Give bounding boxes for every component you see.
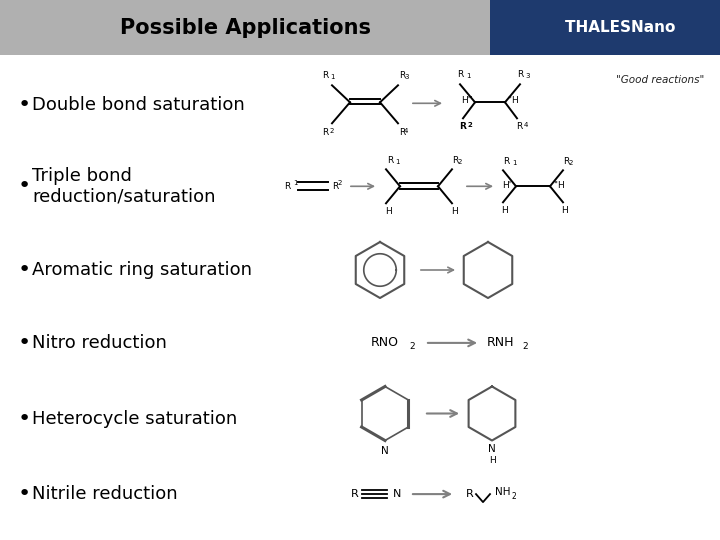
Text: 3: 3 xyxy=(404,75,408,80)
Text: Double bond saturation: Double bond saturation xyxy=(32,96,245,114)
Text: 2: 2 xyxy=(512,491,517,501)
Text: R: R xyxy=(351,489,359,499)
Text: 4: 4 xyxy=(404,129,408,134)
Text: 2: 2 xyxy=(458,159,462,165)
Text: N: N xyxy=(488,444,496,455)
Text: •: • xyxy=(18,260,31,280)
Text: R: R xyxy=(452,156,458,165)
Text: NH: NH xyxy=(495,487,510,497)
Text: R: R xyxy=(332,182,338,191)
Bar xyxy=(0,0,490,55)
Text: RNH: RNH xyxy=(486,336,514,349)
Text: R: R xyxy=(466,489,474,499)
Text: Heterocycle saturation: Heterocycle saturation xyxy=(32,409,238,428)
Text: 2: 2 xyxy=(409,342,415,352)
Text: R: R xyxy=(399,129,405,137)
Text: R: R xyxy=(563,157,570,166)
Text: 4: 4 xyxy=(524,122,528,129)
Text: H'': H'' xyxy=(503,181,514,190)
Text: N: N xyxy=(393,489,401,499)
Text: R: R xyxy=(322,71,328,80)
Text: R: R xyxy=(516,122,522,131)
Text: 2: 2 xyxy=(338,180,343,186)
Text: 2: 2 xyxy=(569,160,573,166)
Text: H: H xyxy=(562,206,568,215)
Text: ''H: ''H xyxy=(507,96,518,105)
Text: 3: 3 xyxy=(525,73,529,79)
Text: 2: 2 xyxy=(468,122,473,129)
Text: R: R xyxy=(399,71,405,80)
Text: THALES​Nano: THALES​Nano xyxy=(564,20,675,35)
Text: R: R xyxy=(284,182,290,191)
Text: H: H xyxy=(502,206,508,215)
Text: 1: 1 xyxy=(293,180,297,186)
Text: R: R xyxy=(457,70,463,79)
Text: •: • xyxy=(18,333,31,353)
Text: Nitrile reduction: Nitrile reduction xyxy=(32,485,178,503)
Text: R: R xyxy=(387,156,393,165)
Text: Possible Applications: Possible Applications xyxy=(120,17,371,37)
Text: H: H xyxy=(451,207,457,217)
Text: RNO: RNO xyxy=(371,336,399,349)
Text: Triple bond
reduction/saturation: Triple bond reduction/saturation xyxy=(32,167,215,206)
Text: 1: 1 xyxy=(330,75,335,80)
Text: ''H: ''H xyxy=(553,181,564,190)
Text: Aromatic ring saturation: Aromatic ring saturation xyxy=(32,261,252,279)
Text: H: H xyxy=(384,207,392,217)
Text: •: • xyxy=(18,95,31,116)
Text: "Good reactions": "Good reactions" xyxy=(616,75,704,85)
Text: 2: 2 xyxy=(522,342,528,352)
Text: •: • xyxy=(18,176,31,197)
Text: R: R xyxy=(459,122,467,131)
Text: R: R xyxy=(322,129,328,137)
Text: H'': H'' xyxy=(462,96,473,105)
Text: 2: 2 xyxy=(330,129,334,134)
Text: 1: 1 xyxy=(466,73,470,79)
Text: H: H xyxy=(489,456,495,465)
Text: 1: 1 xyxy=(395,159,400,165)
Text: •: • xyxy=(18,484,31,504)
Text: 1: 1 xyxy=(512,160,516,166)
Bar xyxy=(490,0,720,55)
Text: R: R xyxy=(503,157,509,166)
Text: •: • xyxy=(18,408,31,429)
Text: R: R xyxy=(517,70,523,79)
Text: Nitro reduction: Nitro reduction xyxy=(32,334,167,352)
Text: N: N xyxy=(381,446,389,456)
